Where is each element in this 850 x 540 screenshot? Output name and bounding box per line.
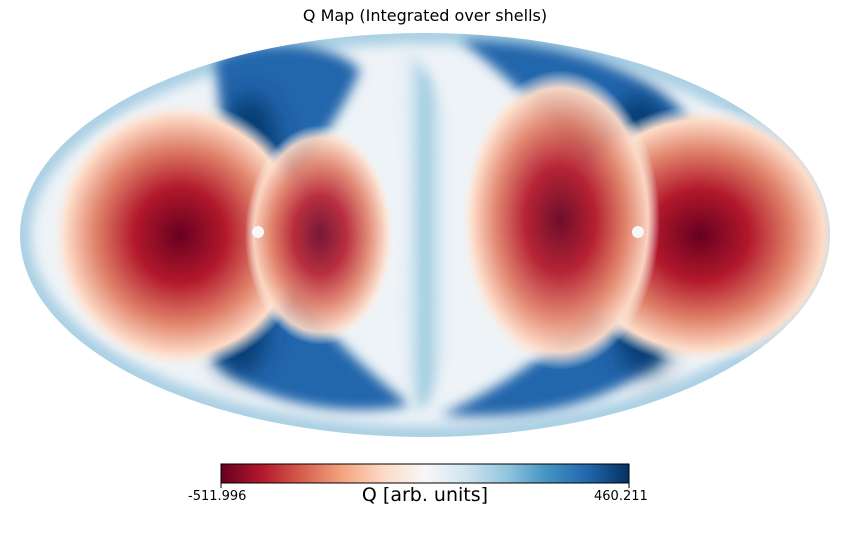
red-lobe-center-left [245, 125, 395, 345]
colorbar [220, 463, 630, 484]
mollweide-map [20, 33, 830, 437]
pinch-point-left [252, 226, 264, 238]
colorbar-label: Q [arb. units] [361, 484, 489, 506]
blue-lobe-lower-right [440, 252, 662, 417]
center-band [395, 40, 456, 412]
colorbar-min-label: -511.996 [188, 489, 247, 504]
pinch-point-right [632, 226, 644, 238]
red-lobe-center-right [460, 70, 660, 370]
chart-title: Q Map (Integrated over shells) [302, 6, 548, 25]
red-lobe-left [50, 100, 310, 370]
colorbar-max-label: 460.211 [594, 489, 648, 504]
